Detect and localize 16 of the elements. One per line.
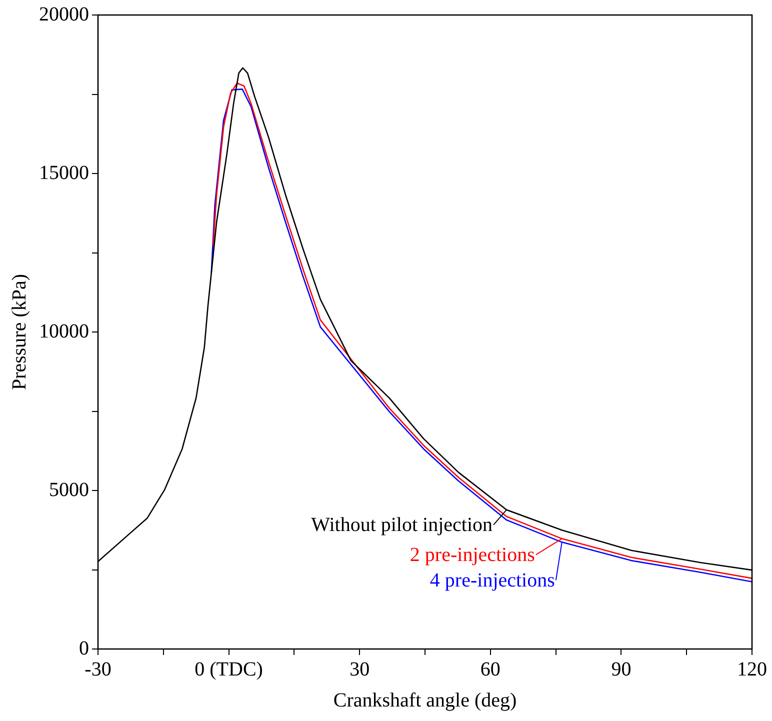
x-tick-label: 30 [350,658,370,680]
y-tick-label: 0 [79,637,89,660]
y-tick-label: 20000 [39,3,89,26]
x-tick-label: 90 [611,658,632,680]
y-tick-label: 15000 [39,162,89,184]
y-tick-label: 5000 [49,478,89,501]
x-tick-label: -30 [84,658,112,680]
legend-label: 2 pre-injections [410,544,536,566]
x-tick-label: 60 [480,658,500,680]
y-tick-label: 10000 [39,320,89,342]
x-axis-title: Crankshaft angle (deg) [333,689,517,712]
y-axis-title: Pressure (kPa) [8,274,30,390]
legend-label: Without pilot injection [311,514,493,536]
x-tick-label: 0 (TDC) [194,658,263,680]
x-tick-label: 120 [737,658,767,680]
series-label: 4 pre-injections [430,569,556,592]
